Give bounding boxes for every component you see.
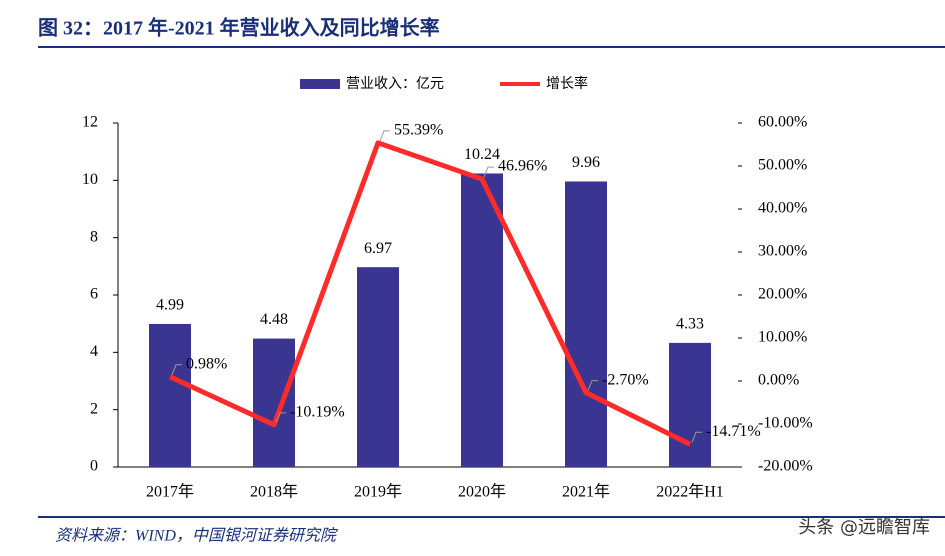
y-tick-label: 4 [90, 343, 98, 360]
bar [253, 338, 295, 467]
y2-tick-label: 40.00% [758, 200, 807, 217]
x-tick-label: 2020年 [458, 483, 506, 501]
y-tick-label: 8 [90, 228, 98, 245]
x-tick-label: 2019年 [354, 483, 402, 501]
source: 资料来源：WIND，中国银河证券研究院 [55, 527, 339, 545]
y2-tick-label: -20.00% [758, 458, 813, 475]
label-leader [587, 380, 598, 391]
line-value-label: 0.98% [186, 355, 227, 372]
x-tick-label: 2018年 [250, 483, 298, 501]
bar [149, 323, 191, 467]
label-leader [483, 166, 494, 178]
label-leader [171, 364, 182, 375]
chart-title: 图 32：2017 年-2021 年营业收入及同比增长率 [38, 16, 440, 40]
x-tick-label: 2021年 [562, 483, 610, 501]
bar-value-label: 4.48 [260, 311, 288, 328]
line-value-label: -14.71% [706, 423, 761, 440]
bar-value-label: 9.96 [572, 154, 600, 171]
y2-tick-label: 30.00% [758, 243, 807, 260]
line-value-label: -2.70% [602, 371, 649, 388]
bar [669, 342, 711, 467]
line-value-label: 46.96% [498, 158, 547, 175]
label-leader [275, 412, 286, 424]
bar-value-label: 4.33 [676, 316, 704, 333]
x-tick-label: 2017年 [146, 483, 194, 501]
y-tick-label: 12 [82, 114, 98, 131]
y2-tick-label: 0.00% [758, 372, 799, 389]
legend-label: 增长率 [546, 75, 588, 92]
y-tick-label: 2 [90, 400, 98, 417]
x-tick-label: 2022年H1 [656, 483, 724, 501]
label-leader [379, 130, 390, 142]
y-tick-label: 6 [90, 286, 98, 303]
y-tick-label: 10 [82, 171, 98, 188]
legend-label: 营业收入：亿元 [346, 76, 444, 92]
bar [565, 181, 607, 468]
y2-tick-label: -10.00% [758, 415, 813, 432]
y2-tick-label: 10.00% [758, 329, 807, 346]
bar-value-label: 10.24 [464, 146, 500, 163]
label-leader [691, 431, 702, 443]
line-value-label: -10.19% [290, 403, 345, 420]
y2-tick-label: 50.00% [758, 157, 807, 174]
y-tick-label: 0 [90, 458, 98, 475]
y2-tick-label: 20.00% [758, 286, 807, 303]
legend-swatch [300, 79, 340, 89]
bar-value-label: 6.97 [364, 240, 392, 257]
line-value-label: 55.39% [394, 121, 443, 138]
watermark: 头条 @远瞻智库 [798, 517, 930, 538]
growth-line [168, 140, 692, 447]
bar [461, 173, 503, 467]
bar [357, 267, 399, 467]
bar-value-label: 4.99 [156, 297, 184, 314]
y2-tick-label: 60.00% [758, 114, 807, 131]
